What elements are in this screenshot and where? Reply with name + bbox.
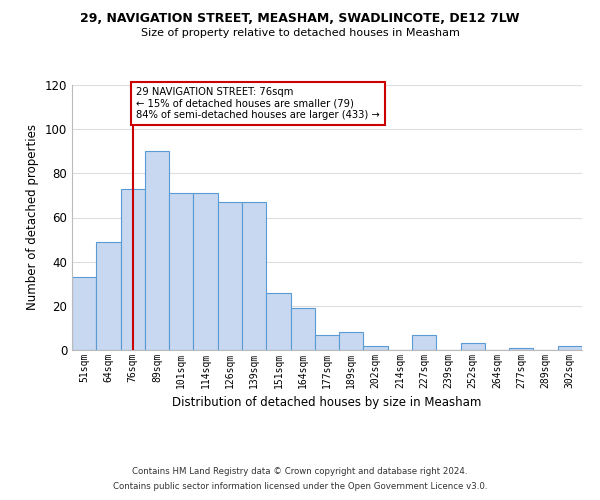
Y-axis label: Number of detached properties: Number of detached properties [26, 124, 39, 310]
Text: Contains public sector information licensed under the Open Government Licence v3: Contains public sector information licen… [113, 482, 487, 491]
Bar [315, 334, 339, 350]
X-axis label: Distribution of detached houses by size in Measham: Distribution of detached houses by size … [172, 396, 482, 409]
Text: 29, NAVIGATION STREET, MEASHAM, SWADLINCOTE, DE12 7LW: 29, NAVIGATION STREET, MEASHAM, SWADLINC… [80, 12, 520, 26]
Bar [72, 277, 96, 350]
Bar [290, 308, 315, 350]
Text: Size of property relative to detached houses in Measham: Size of property relative to detached ho… [140, 28, 460, 38]
Bar [169, 193, 193, 350]
Bar [461, 344, 485, 350]
Bar [412, 334, 436, 350]
Bar [96, 242, 121, 350]
Bar [145, 151, 169, 350]
Bar [364, 346, 388, 350]
Bar [266, 292, 290, 350]
Bar [218, 202, 242, 350]
Bar [509, 348, 533, 350]
Bar [242, 202, 266, 350]
Text: Contains HM Land Registry data © Crown copyright and database right 2024.: Contains HM Land Registry data © Crown c… [132, 467, 468, 476]
Bar [558, 346, 582, 350]
Bar [339, 332, 364, 350]
Text: 29 NAVIGATION STREET: 76sqm
← 15% of detached houses are smaller (79)
84% of sem: 29 NAVIGATION STREET: 76sqm ← 15% of det… [136, 87, 380, 120]
Bar [193, 193, 218, 350]
Bar [121, 189, 145, 350]
